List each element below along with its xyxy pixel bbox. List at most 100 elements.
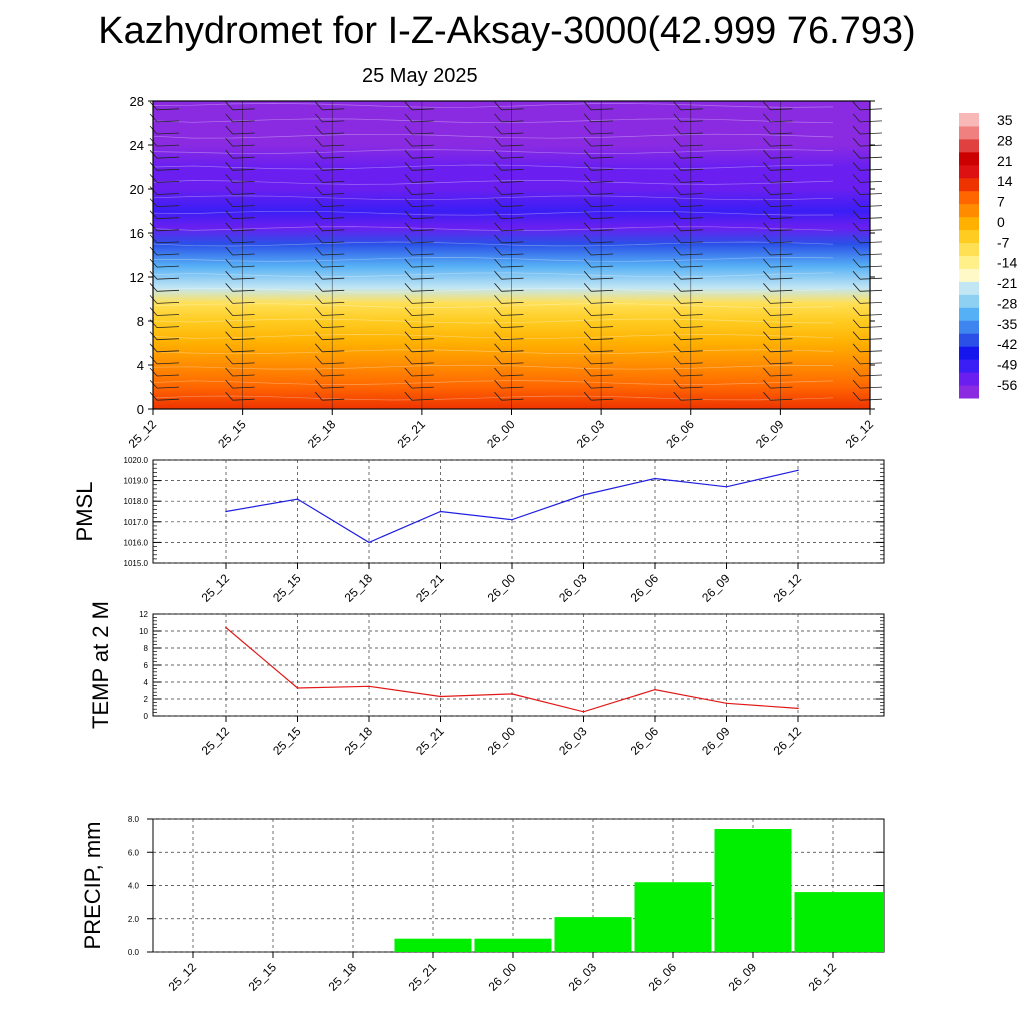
wind-barb [411,386,434,389]
wind-barb-feather [225,319,233,328]
y-tick-label: 12 [139,610,148,619]
wind-barb [501,217,524,220]
x-tick-label: 26_06 [646,960,680,994]
wind-barb-feather [314,210,323,219]
wind-barb [322,302,345,304]
contour-line [152,349,834,355]
wind-barb [859,181,883,183]
wind-barb-feather [763,222,771,232]
wind-barb [232,302,255,304]
wind-barb-feather [314,270,323,280]
wind-barb-feather [763,137,771,147]
colorbar-tick-label: 35 [997,112,1013,128]
wind-barb-feather [494,101,502,111]
colorbar-tick-label: -42 [997,336,1017,352]
x-tick-label: 26_12 [843,417,877,451]
wind-barb-feather [404,186,413,195]
wind-barb-feather [404,295,413,304]
wind-barb [859,108,883,111]
wind-barb [859,350,883,353]
wind-barb-feather [494,162,502,171]
wind-barb [322,265,345,268]
wind-barb [232,205,255,207]
wind-barb [156,205,180,207]
x-tick-label: 25_18 [305,417,339,451]
wind-barb [156,217,180,220]
wind-barb-feather [763,198,771,207]
colorbar-tick-label: -28 [997,295,1017,311]
colorbar-swatch [959,242,979,256]
wind-barb [322,132,345,135]
colorbar-swatch [959,255,979,269]
wind-barb [232,229,255,232]
wind-barb [770,265,793,268]
wind-barb [591,108,614,111]
x-tick-label: 25_21 [413,571,447,605]
wind-barb [411,277,434,280]
wind-barb [591,386,614,389]
data-point [725,702,728,705]
wind-barb [411,181,434,183]
wind-barb [156,144,180,147]
colorbar-swatch [959,372,979,386]
data-point [511,693,513,695]
wind-barb-feather [225,234,233,244]
wind-barb [680,326,703,328]
wind-barb [859,253,883,256]
wind-barb-feather [404,258,413,268]
wind-barb [859,362,883,365]
wind-barb [859,302,883,304]
wind-barb [232,120,255,123]
wind-barb [232,338,255,341]
wind-barb-feather [763,210,771,219]
wind-barb-feather [404,125,413,135]
wind-barb [770,302,793,304]
wind-barb [232,277,255,280]
wind-barb [680,229,703,232]
wind-barb [770,229,793,232]
wind-barb [156,289,180,292]
wind-barb-feather [404,137,413,147]
wind-barb [156,108,180,111]
wind-barb-feather [673,174,682,183]
wind-barb-feather [583,234,592,244]
colorbar-swatch [959,216,979,231]
data-point [296,498,299,500]
wind-barb [411,374,434,377]
wind-barb [232,132,255,135]
wind-barb [232,265,255,268]
wind-barb [156,229,180,232]
wind-barb-feather [852,125,861,135]
wind-barb [859,326,883,328]
wind-barb-feather [673,101,682,111]
wind-barb-feather [225,379,233,389]
data-point [582,710,585,713]
wind-barb [770,144,793,147]
wind-barb [322,289,345,292]
colorbar-tick-label: -35 [997,316,1017,332]
wind-barb-feather [583,307,592,316]
wind-barb-feather [763,391,771,401]
colorbar-swatch [959,320,979,334]
wind-barb-feather [673,137,682,147]
wind-barb-feather [852,343,861,353]
wind-barb-feather [583,186,592,195]
wind-barb-feather [404,101,413,111]
wind-barb-feather [494,379,502,389]
wind-barb [501,326,524,328]
wind-barb-feather [583,355,592,365]
wind-barb [680,144,703,147]
y-axis-label: PRECIP, mm [80,822,105,950]
series-line [225,469,799,544]
wind-barb-feather [763,113,771,123]
wind-barb-feather [763,186,771,195]
wind-barb [411,314,434,316]
wind-barb-feather [583,343,592,353]
wind-barb [501,362,524,365]
wind-barb [156,132,180,135]
wind-barb [501,302,524,304]
wind-barb [770,205,793,207]
wind-barb [232,253,255,256]
wind-barb [591,265,614,268]
contour-line [152,334,834,339]
